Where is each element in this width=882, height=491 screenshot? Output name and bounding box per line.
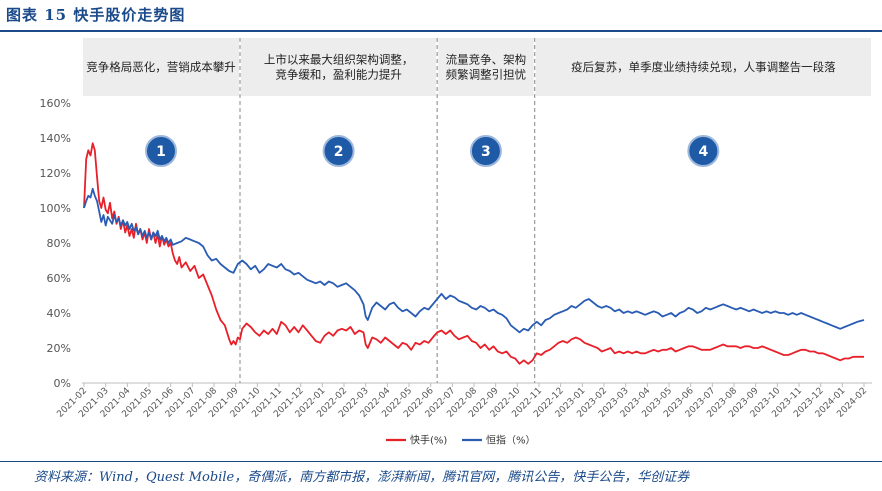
legend-label-1: 恒指（%） — [486, 434, 536, 447]
y-tick-label: 140% — [40, 132, 71, 145]
y-tick-label: 40% — [47, 307, 71, 320]
stock-price-chart: 竞争格局恶化，营销成本攀升 上市以来最大组织架构调整，竞争缓和，盈利能力提升 流量竞… — [40, 38, 872, 447]
y-tick-label: 80% — [47, 237, 71, 250]
phase-band-2 — [241, 38, 437, 96]
phase-badges: 1 2 3 4 — [145, 135, 720, 167]
y-tick-label: 160% — [40, 97, 71, 110]
y-tick-label: 0% — [54, 377, 71, 390]
figure-title: 图表 15 快手股价走势图 — [6, 6, 186, 24]
phase-3-text: 频繁调整引担忧 — [446, 68, 527, 82]
phase-2-badge — [322, 135, 355, 167]
phase-1-badge — [145, 135, 177, 167]
x-axis-ticks: 2021-022021-032021-042021-052021-062021-… — [55, 383, 869, 420]
phase-3-text: 流量竞争、架构 — [446, 53, 527, 67]
legend: 快手(%) 恒指（%） — [386, 434, 536, 447]
phase-1-badge-number: 1 — [156, 144, 166, 160]
legend-label-0: 快手(%) — [410, 434, 447, 447]
phase-band-4 — [535, 38, 871, 96]
series-lines — [83, 142, 865, 365]
phase-band-1 — [83, 38, 239, 96]
phase-dividers — [239, 38, 536, 383]
phase-3-badge-number: 3 — [481, 144, 491, 160]
title-rule — [0, 30, 882, 32]
y-tick-label: 20% — [47, 342, 71, 355]
phase-4-text: 疫后复苏，单季度业绩持续兑现，人事调整告一段落 — [571, 60, 836, 74]
phase-2-text: 竞争缓和，盈利能力提升 — [275, 68, 402, 82]
y-tick-label: 60% — [47, 272, 71, 285]
phase-bands: 竞争格局恶化，营销成本攀升 上市以来最大组织架构调整，竞争缓和，盈利能力提升 流量竞… — [83, 38, 871, 96]
bottom-rule — [0, 461, 882, 462]
phase-4-badge — [687, 135, 720, 167]
phase-2-text: 上市以来最大组织架构调整， — [264, 53, 414, 67]
y-tick-label: 120% — [40, 167, 71, 180]
phase-3-badge — [469, 135, 502, 167]
phase-4-badge-number: 4 — [698, 144, 708, 160]
series-line-0 — [83, 142, 864, 365]
phase-1-text: 竞争格局恶化，营销成本攀升 — [86, 60, 236, 74]
source-note: 资料来源：Wind，Quest Mobile，奇偶派，南方都市报，澎湃新闻，腾讯… — [34, 470, 690, 485]
phase-2-badge-number: 2 — [334, 144, 344, 160]
phase-band-3 — [438, 38, 534, 96]
y-tick-label: 100% — [40, 202, 71, 215]
series-line-1 — [83, 187, 865, 334]
